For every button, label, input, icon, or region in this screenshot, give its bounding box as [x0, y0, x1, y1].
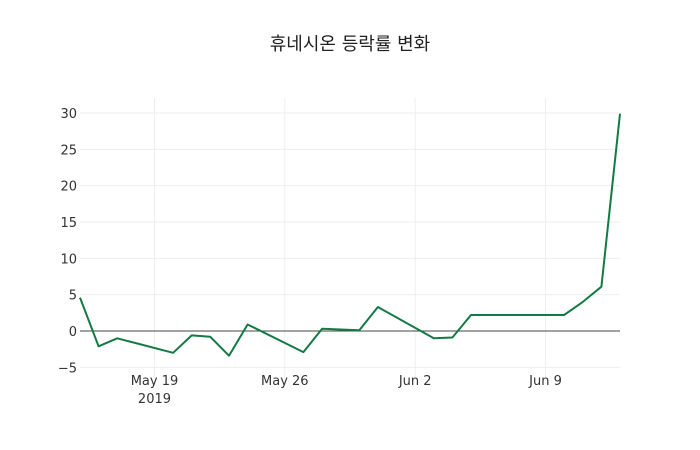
y-tick-label: 5 — [69, 289, 77, 304]
x-tick-label: Jun 2 — [398, 374, 432, 389]
x-tick-year: 2019 — [138, 392, 171, 407]
x-tick-label: Jun 9 — [528, 374, 562, 389]
series-line — [79, 113, 621, 357]
x-tick-label: May 19 — [131, 374, 179, 389]
chart-title: 휴네시온 등락률 변화 — [269, 34, 431, 55]
y-tick-label: 10 — [60, 252, 77, 267]
y-tick-label: 15 — [60, 216, 77, 231]
y-tick-label: 20 — [60, 180, 77, 195]
y-tick-label: 25 — [60, 143, 77, 158]
y-tick-label: −5 — [58, 361, 77, 376]
y-tick-label: 0 — [69, 325, 77, 340]
y-tick-label: 30 — [60, 107, 77, 122]
x-tick-label: May 26 — [261, 374, 309, 389]
